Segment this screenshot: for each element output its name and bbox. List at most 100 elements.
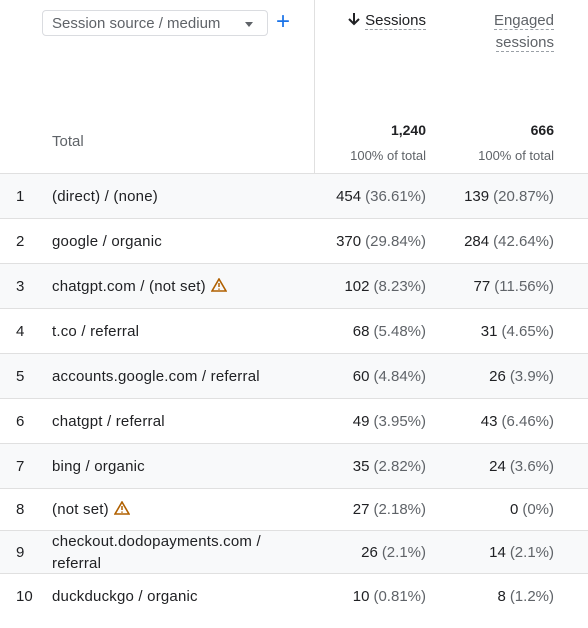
engaged-pct: (0%): [522, 501, 554, 518]
warning-icon[interactable]: [113, 500, 131, 515]
table-row: 6 chatgpt / referral 49 (3.95%) 43 (6.46%): [0, 398, 588, 443]
engaged-cell: 43 (6.46%): [430, 413, 554, 430]
column-header: Engaged sessions: [493, 12, 554, 52]
sessions-value: 68: [352, 322, 370, 340]
engaged-cell: 0 (0%): [430, 501, 554, 518]
engaged-value: 24: [489, 457, 506, 475]
sessions-cell: 10 (0.81%): [300, 588, 426, 605]
engaged-cell: 139 (20.87%): [430, 188, 554, 205]
total-label: Total: [52, 133, 84, 150]
total-value: 1,240: [390, 122, 426, 138]
engaged-value: 284: [464, 232, 490, 250]
row-index: 9: [16, 543, 25, 561]
total-pct: 100% of total: [350, 148, 426, 163]
engaged-cell: 77 (11.56%): [430, 278, 554, 295]
engaged-pct: (42.64%): [493, 232, 554, 250]
sessions-value: 370: [336, 232, 362, 250]
total-value: 666: [530, 122, 554, 138]
engaged-cell: 284 (42.64%): [430, 233, 554, 250]
warning-icon[interactable]: [210, 276, 228, 292]
table-row: 5 accounts.google.com / referral 60 (4.84%)…: [0, 353, 588, 398]
source-medium: duckduckgo / organic: [52, 587, 198, 605]
sessions-cell: 26 (2.1%): [300, 544, 426, 561]
engaged-pct: (11.56%): [494, 277, 554, 295]
table-row: 8 (not set) 27 (2.18%) 0 (0%): [0, 488, 588, 530]
row-index: 7: [16, 457, 25, 475]
row-index: 2: [16, 232, 25, 250]
engaged-header[interactable]: Engaged sessions: [474, 10, 554, 54]
sessions-cell: 370 (29.84%): [300, 233, 426, 250]
engaged-value: 139: [464, 187, 490, 205]
engaged-pct: (4.65%): [501, 322, 554, 340]
sessions-pct: (0.81%): [373, 587, 426, 605]
sessions-pct: (2.18%): [373, 501, 426, 518]
sessions-cell: 454 (36.61%): [300, 188, 426, 205]
engaged-value: 0: [509, 501, 519, 518]
table-row: 7 bing / organic 35 (2.82%) 24 (3.6%): [0, 443, 588, 488]
engaged-pct: (3.9%): [509, 367, 554, 385]
sessions-cell: 49 (3.95%): [300, 413, 426, 430]
sessions-cell: 35 (2.82%): [300, 458, 426, 475]
engaged-value: 43: [480, 412, 498, 430]
engaged-pct: (6.46%): [501, 412, 554, 430]
sessions-pct: (4.84%): [373, 367, 426, 385]
table-row: 2 google / organic 370 (29.84%) 284 (42.64%): [0, 218, 588, 263]
table-row: 4 t.co / referral 68 (5.48%) 31 (4.65%): [0, 308, 588, 353]
dimension-dropdown[interactable]: Session source / medium: [42, 10, 268, 36]
engaged-value: 77: [473, 277, 491, 295]
source-medium: (direct) / (none): [52, 187, 158, 205]
engaged-cell: 14 (2.1%): [430, 544, 554, 561]
engaged-value: 31: [480, 322, 498, 340]
source-medium: (not set): [52, 499, 292, 521]
add-dimension[interactable]: +: [276, 8, 291, 35]
sessions-header[interactable]: Sessions: [330, 10, 426, 32]
source-medium: checkout.dodopayments.com / referral: [52, 532, 261, 572]
source-medium: chatgpt / referral: [52, 412, 165, 430]
source-medium: accounts.google.com / referral: [52, 367, 260, 385]
engaged-value: 8: [497, 587, 506, 605]
sessions-cell: 102 (8.23%): [300, 278, 426, 295]
sessions-value: 454: [336, 187, 362, 205]
sessions-pct: (5.48%): [373, 322, 426, 340]
table-row: 3 chatgpt.com / (not set) 102 (8.23%) 77 (11.…: [0, 263, 588, 308]
sessions-pct: (8.23%): [373, 277, 426, 295]
row-index: 1: [16, 187, 25, 205]
table-row: 1 (direct) / (none) 454 (36.61%) 139 (20.87%): [0, 173, 588, 218]
sessions-pct: (2.1%): [381, 543, 426, 561]
row-index: 4: [16, 322, 25, 340]
total-pct: 100% of total: [478, 148, 554, 163]
source-medium: google / organic: [52, 232, 162, 250]
sessions-value: 60: [352, 367, 370, 385]
sessions-value: 10: [352, 587, 370, 605]
row-index: 6: [16, 412, 25, 430]
sessions-value: 26: [361, 543, 378, 561]
engaged-pct: (20.87%): [493, 187, 554, 205]
sessions-pct: (3.95%): [373, 412, 426, 430]
sessions-cell: 27 (2.18%): [300, 501, 426, 518]
engaged-cell: 31 (4.65%): [430, 323, 554, 340]
engaged-pct: (1.2%): [509, 587, 554, 605]
row-index: 5: [16, 367, 25, 385]
sessions-cell: 60 (4.84%): [300, 368, 426, 385]
engaged-value: 14: [489, 543, 506, 561]
source-medium: t.co / referral: [52, 322, 140, 340]
engaged-pct: (3.6%): [509, 457, 554, 475]
engaged-value: 26: [489, 367, 506, 385]
sessions-value: 27: [352, 501, 370, 518]
sessions-value: 35: [352, 457, 370, 475]
source-medium: chatgpt.com / (not set): [52, 276, 292, 298]
engaged-cell: 24 (3.6%): [430, 458, 554, 475]
dimension-label: Session source / medium: [52, 15, 221, 32]
column-header: Sessions: [365, 12, 426, 30]
sessions-pct: (2.82%): [373, 457, 426, 475]
sessions-value: 49: [352, 412, 370, 430]
engaged-cell: 8 (1.2%): [430, 588, 554, 605]
row-index: 8: [16, 501, 25, 518]
row-index: 10: [16, 587, 33, 605]
engaged-cell: 26 (3.9%): [430, 368, 554, 385]
sort-arrow: [348, 13, 360, 26]
dropdown-caret: [245, 22, 253, 27]
source-medium: bing / organic: [52, 457, 145, 475]
sessions-pct: (29.84%): [365, 232, 426, 250]
